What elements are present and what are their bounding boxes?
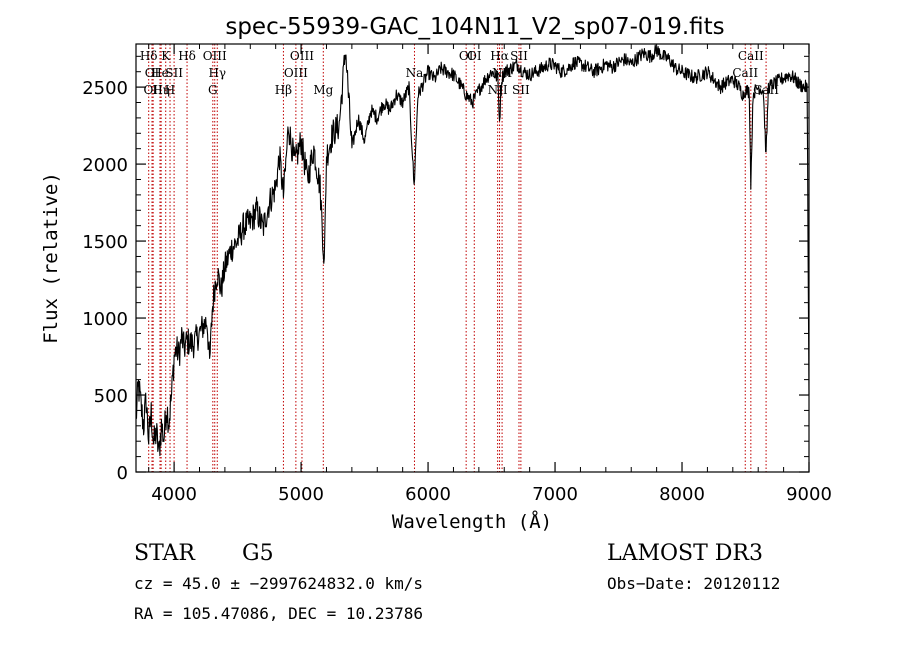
y-tick-label: 2500	[82, 78, 128, 99]
x-tick-label: 9000	[786, 484, 832, 505]
line-label: Hγ	[208, 66, 226, 80]
line-label: SII	[165, 66, 183, 80]
line-label: Hη	[152, 83, 170, 97]
x-tick-label: 5000	[278, 484, 324, 505]
plot-frame	[135, 43, 810, 473]
redshift-text: cz = 45.0 ± −2997624832.0 km/s	[134, 574, 423, 593]
obs-date-text: Obs−Date: 20120112	[607, 574, 780, 593]
y-tick-label: 500	[94, 386, 128, 407]
line-label: Mg	[313, 83, 333, 97]
survey-name: LAMOST DR3	[607, 541, 763, 566]
emission-line-labels: Hδ OI OII He Hη K H SII Hδ OIII G Hγ Hβ OIII OIII Mg Na O…	[140, 49, 779, 97]
line-label: OIII	[203, 49, 227, 63]
line-label: Hα	[490, 49, 509, 63]
coordinates-text: RA = 105.47086, DEC = 10.23786	[134, 604, 423, 623]
y-tick-label: 1000	[82, 309, 128, 330]
line-label: OI	[145, 66, 160, 80]
chart-title: spec-55939-GAC_104N11_V2_sp07-019.fits	[225, 14, 724, 40]
line-label: SII	[510, 49, 528, 63]
x-tick-label: 7000	[532, 484, 578, 505]
x-tick-label: 6000	[405, 484, 451, 505]
line-label: SII	[512, 83, 530, 97]
line-label: OII	[143, 83, 163, 97]
emission-line-markers	[148, 44, 767, 472]
line-label: CaII	[738, 49, 764, 63]
line-label: OIII	[290, 49, 314, 63]
line-label: NII	[488, 83, 508, 97]
flux-line	[135, 44, 810, 457]
x-axis-label: Wavelength (Å)	[392, 510, 552, 533]
x-tick-label: 4000	[151, 484, 197, 505]
x-axis-ticks: 4000 5000 6000 7000 8000 9000	[148, 44, 832, 505]
line-label: Na	[406, 66, 424, 80]
line-label: CaII	[732, 66, 758, 80]
line-label: Hδ	[178, 49, 196, 63]
object-subclass: G5	[242, 541, 274, 566]
y-axis-ticks: 0 500 1000 1500 2000 2500	[82, 55, 809, 484]
y-tick-label: 0	[117, 463, 128, 484]
line-label: OI	[459, 49, 474, 63]
x-tick-label: 8000	[659, 484, 705, 505]
line-label: Hβ	[275, 83, 292, 97]
line-label: He	[151, 66, 169, 80]
line-label: G	[208, 83, 218, 97]
y-tick-label: 1500	[82, 232, 128, 253]
line-label: OIII	[284, 66, 308, 80]
y-axis-label: Flux (relative)	[40, 172, 62, 344]
line-label: H	[165, 83, 175, 97]
y-tick-label: 2000	[82, 155, 128, 176]
object-class: STAR	[134, 541, 196, 566]
flux-series	[135, 44, 810, 457]
line-label: K	[161, 49, 171, 63]
line-label: OI	[467, 49, 482, 63]
line-label: Hδ	[140, 49, 158, 63]
